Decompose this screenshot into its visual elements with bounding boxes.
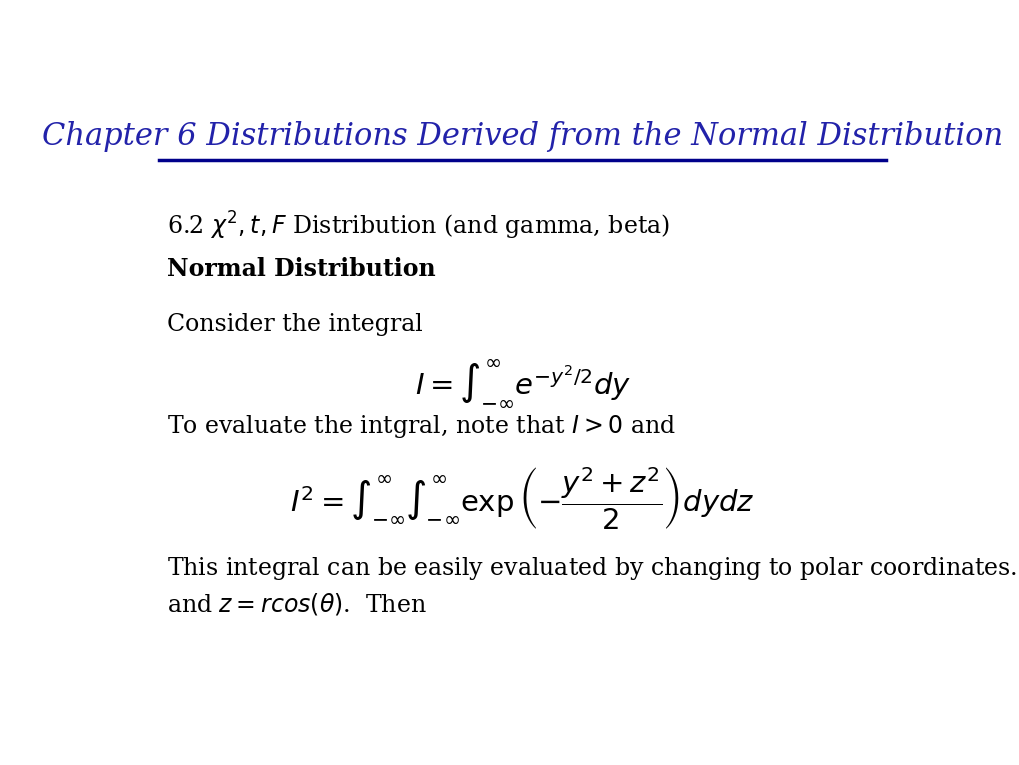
Text: and $z = rcos(\theta)$.  Then: and $z = rcos(\theta)$. Then — [167, 591, 426, 617]
Text: Consider the integral: Consider the integral — [167, 313, 422, 336]
Text: $I = \int_{-\infty}^{\infty} e^{-y^2/2}dy$: $I = \int_{-\infty}^{\infty} e^{-y^2/2}d… — [415, 358, 630, 409]
Text: Chapter 6 Distributions Derived from the Normal Distribution: Chapter 6 Distributions Derived from the… — [42, 121, 1003, 152]
Text: This integral can be easily evaluated by changing to polar coordinates.  $y = rs: This integral can be easily evaluated by… — [167, 554, 1019, 582]
Text: 6.2 $\chi^2, t, F$ Distribution (and gamma, beta): 6.2 $\chi^2, t, F$ Distribution (and gam… — [167, 210, 669, 242]
Text: Normal Distribution: Normal Distribution — [167, 257, 435, 281]
Text: $I^2 = \int_{-\infty}^{\infty} \int_{-\infty}^{\infty} \exp\left(-\dfrac{y^2 + z: $I^2 = \int_{-\infty}^{\infty} \int_{-\i… — [290, 466, 754, 532]
Text: To evaluate the intgral, note that $I > 0$ and: To evaluate the intgral, note that $I > … — [167, 413, 675, 440]
